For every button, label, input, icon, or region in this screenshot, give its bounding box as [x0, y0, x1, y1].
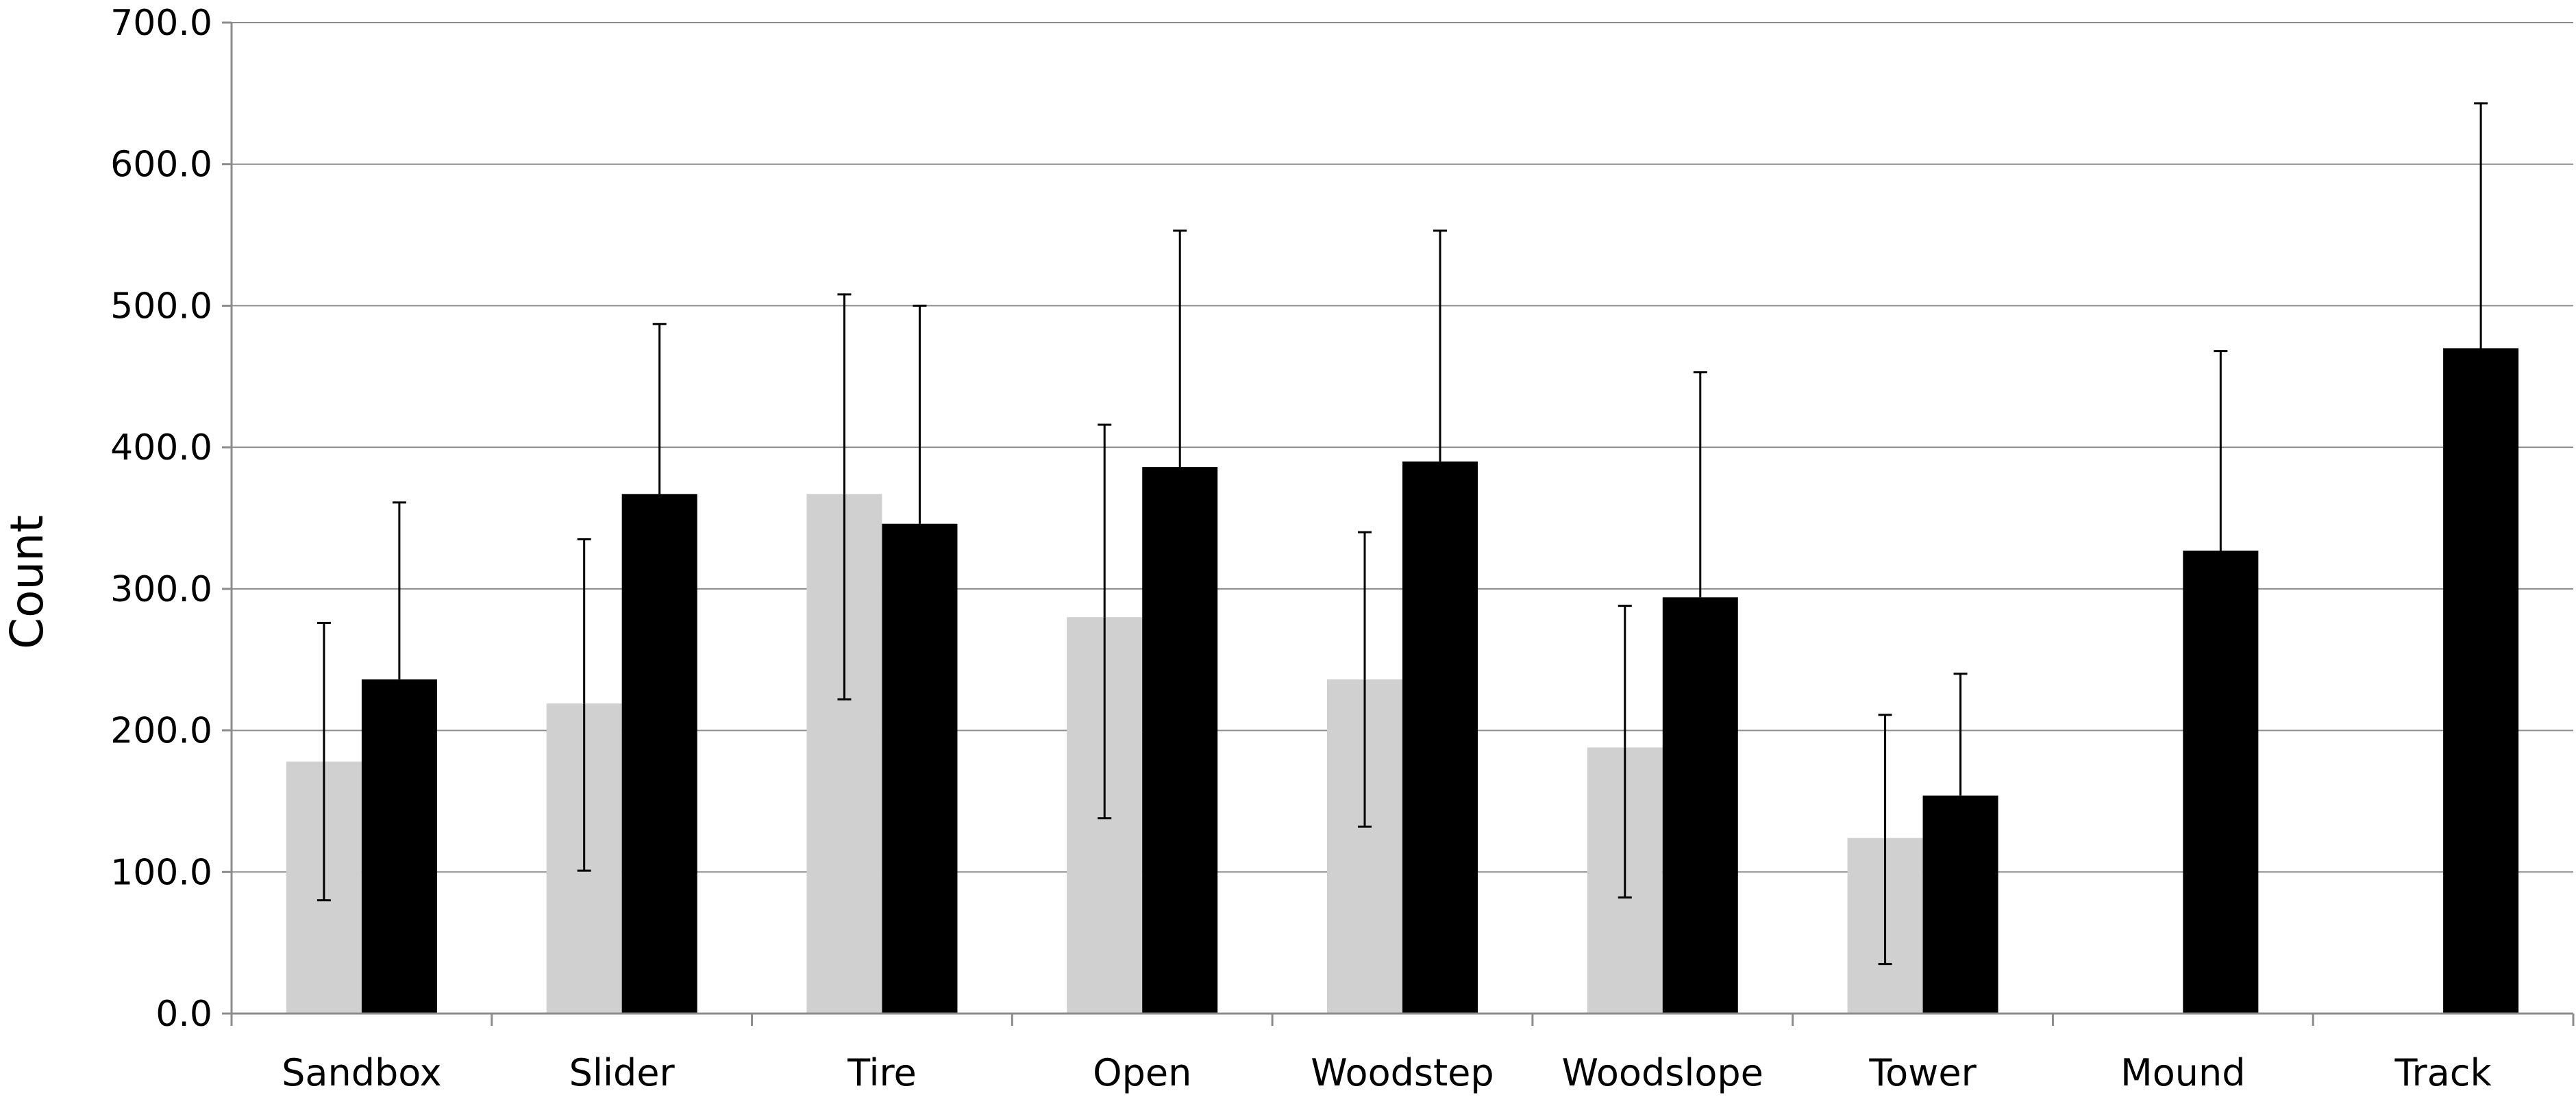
x-tick-label: Woodslope [1562, 1051, 1763, 1094]
x-tick-label: Slider [569, 1051, 676, 1094]
tick-labels: 0.0 100.0 200.0 300.0 400.0 500.0 600.0 700.0 Sa… [110, 3, 2492, 1094]
x-tick-label: Track [2394, 1051, 2492, 1094]
bar [1662, 597, 1738, 1014]
y-tick-label: 100.0 [110, 852, 212, 893]
error-bars [317, 102, 2488, 966]
bar [2183, 551, 2259, 1014]
bar [621, 494, 697, 1014]
y-tick-label: 300.0 [110, 569, 212, 610]
bar [361, 679, 437, 1014]
y-tick-label: 600.0 [110, 144, 212, 186]
y-tick-label: 500.0 [110, 286, 212, 327]
x-tick-label: Sandbox [282, 1051, 441, 1094]
x-tick-label: Woodstep [1311, 1051, 1494, 1094]
x-tick-label: Open [1093, 1051, 1191, 1094]
y-tick-label: 700.0 [110, 3, 212, 44]
x-tick-label: Tower [1868, 1051, 1977, 1094]
x-tick-label: Mound [2120, 1051, 2245, 1094]
y-axis-title: Count [1, 515, 53, 649]
bar [882, 523, 958, 1014]
bar [2443, 348, 2519, 1014]
bar [1142, 467, 1218, 1014]
bars [286, 348, 2519, 1014]
y-tick-label: 200.0 [110, 711, 212, 752]
axes [222, 21, 2575, 1026]
x-tick-label: Tire [847, 1051, 917, 1094]
bar [1402, 461, 1478, 1014]
bar [1922, 795, 1998, 1014]
y-tick-label: 400.0 [110, 427, 212, 468]
y-tick-label: 0.0 [156, 994, 212, 1035]
